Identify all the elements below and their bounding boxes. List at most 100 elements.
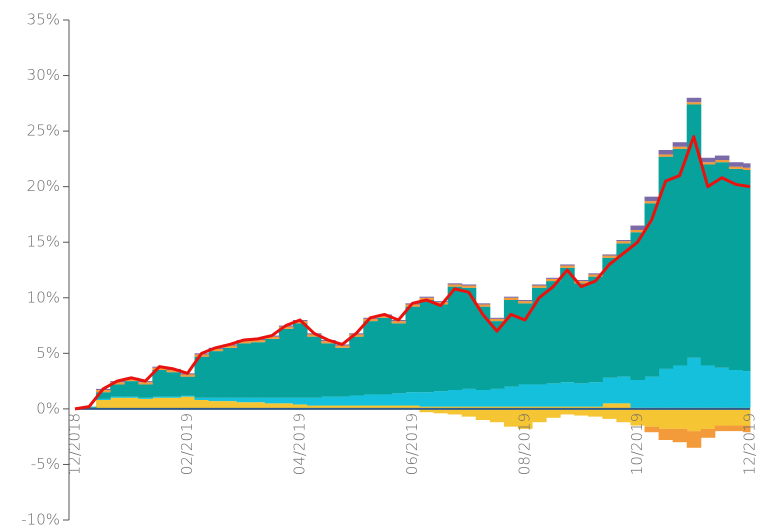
area-segment (321, 343, 336, 397)
area-segment (433, 304, 449, 392)
area-segment (700, 164, 716, 366)
area-segment (644, 203, 660, 377)
x-tick-label: 10/2019 (628, 413, 646, 475)
area-segment (321, 405, 336, 409)
area-segment (588, 382, 603, 407)
area-segment (264, 338, 280, 398)
area-segment (503, 406, 519, 409)
area-segment (166, 370, 181, 373)
area-segment (447, 286, 463, 390)
area-segment (377, 405, 392, 409)
area-segment (517, 300, 533, 302)
area-segment (335, 347, 350, 397)
area-segment (517, 303, 533, 385)
area-segment (194, 356, 210, 398)
area-segment (602, 403, 617, 409)
area-segment (307, 397, 322, 406)
area-segment (700, 408, 716, 429)
area-segment (461, 388, 477, 407)
area-segment (602, 377, 617, 404)
area-segment (461, 284, 477, 286)
y-tick-label: 10% (27, 288, 60, 306)
area-segment (447, 390, 463, 407)
area-segment (672, 142, 688, 147)
x-tick-label: 08/2019 (516, 413, 534, 475)
area-segment (700, 428, 716, 438)
area-segment (461, 408, 477, 417)
area-segment (574, 283, 589, 384)
area-segment (686, 357, 702, 408)
y-tick-label: 5% (36, 344, 60, 362)
area-segment (644, 408, 660, 427)
area-segment (363, 321, 378, 395)
area-segment (475, 306, 491, 390)
area-segment (124, 396, 139, 398)
area-segment (419, 392, 435, 407)
area-segment (180, 376, 196, 396)
area-segment (574, 406, 589, 409)
area-segment (208, 397, 224, 402)
area-segment (236, 397, 252, 403)
area-segment (292, 397, 308, 405)
area-segment (96, 392, 111, 399)
area-segment (546, 277, 561, 279)
area-segment (644, 196, 660, 202)
area-segment (532, 406, 547, 409)
area-segment (236, 402, 252, 409)
area-segment (503, 386, 519, 407)
x-tick-label: 06/2019 (403, 413, 421, 475)
area-segment (728, 425, 744, 432)
area-segment (138, 398, 153, 409)
area-segment (517, 301, 533, 304)
area-segment (503, 296, 519, 298)
area-segment (714, 367, 730, 408)
area-segment (250, 397, 266, 403)
area-segment (264, 397, 280, 404)
area-segment (489, 388, 505, 407)
area-segment (461, 285, 477, 288)
area-segment (532, 285, 547, 288)
area-segment (742, 163, 751, 168)
area-segment (250, 342, 266, 398)
area-segment (447, 406, 463, 409)
area-segment (532, 284, 547, 286)
area-segment (475, 303, 491, 305)
area-segment (560, 265, 575, 268)
area-segment (714, 425, 730, 432)
area-segment (391, 321, 406, 324)
y-tick-label: 20% (27, 177, 60, 195)
area-segment (714, 155, 730, 160)
area-segment (321, 396, 336, 406)
area-segment (180, 396, 196, 409)
area-segment (166, 396, 181, 398)
area-segment (602, 255, 617, 258)
y-tick-label: 0% (36, 399, 60, 417)
area-segment (672, 365, 688, 408)
area-segment (110, 396, 125, 398)
area-segment (560, 406, 575, 409)
y-tick-label: 25% (27, 122, 60, 140)
area-segment (110, 382, 125, 385)
area-segment (644, 426, 660, 433)
area-segment (433, 391, 449, 407)
area-segment (208, 348, 224, 352)
area-segment (110, 384, 125, 397)
area-segment (475, 406, 491, 409)
area-segment (194, 397, 210, 400)
area-segment (489, 317, 505, 319)
area-segment (124, 381, 139, 397)
area-segment (278, 397, 294, 404)
area-segment (222, 345, 238, 348)
area-segment (391, 405, 406, 409)
area-segment (489, 318, 505, 322)
area-segment (475, 304, 491, 307)
area-segment (377, 317, 392, 395)
area-segment (349, 405, 364, 409)
area-segment (433, 406, 449, 409)
area-segment (742, 408, 751, 426)
area-segment (546, 383, 561, 407)
area-segment (419, 406, 435, 409)
area-segment (447, 283, 463, 285)
area-segment (250, 340, 266, 343)
area-segment (714, 160, 730, 163)
